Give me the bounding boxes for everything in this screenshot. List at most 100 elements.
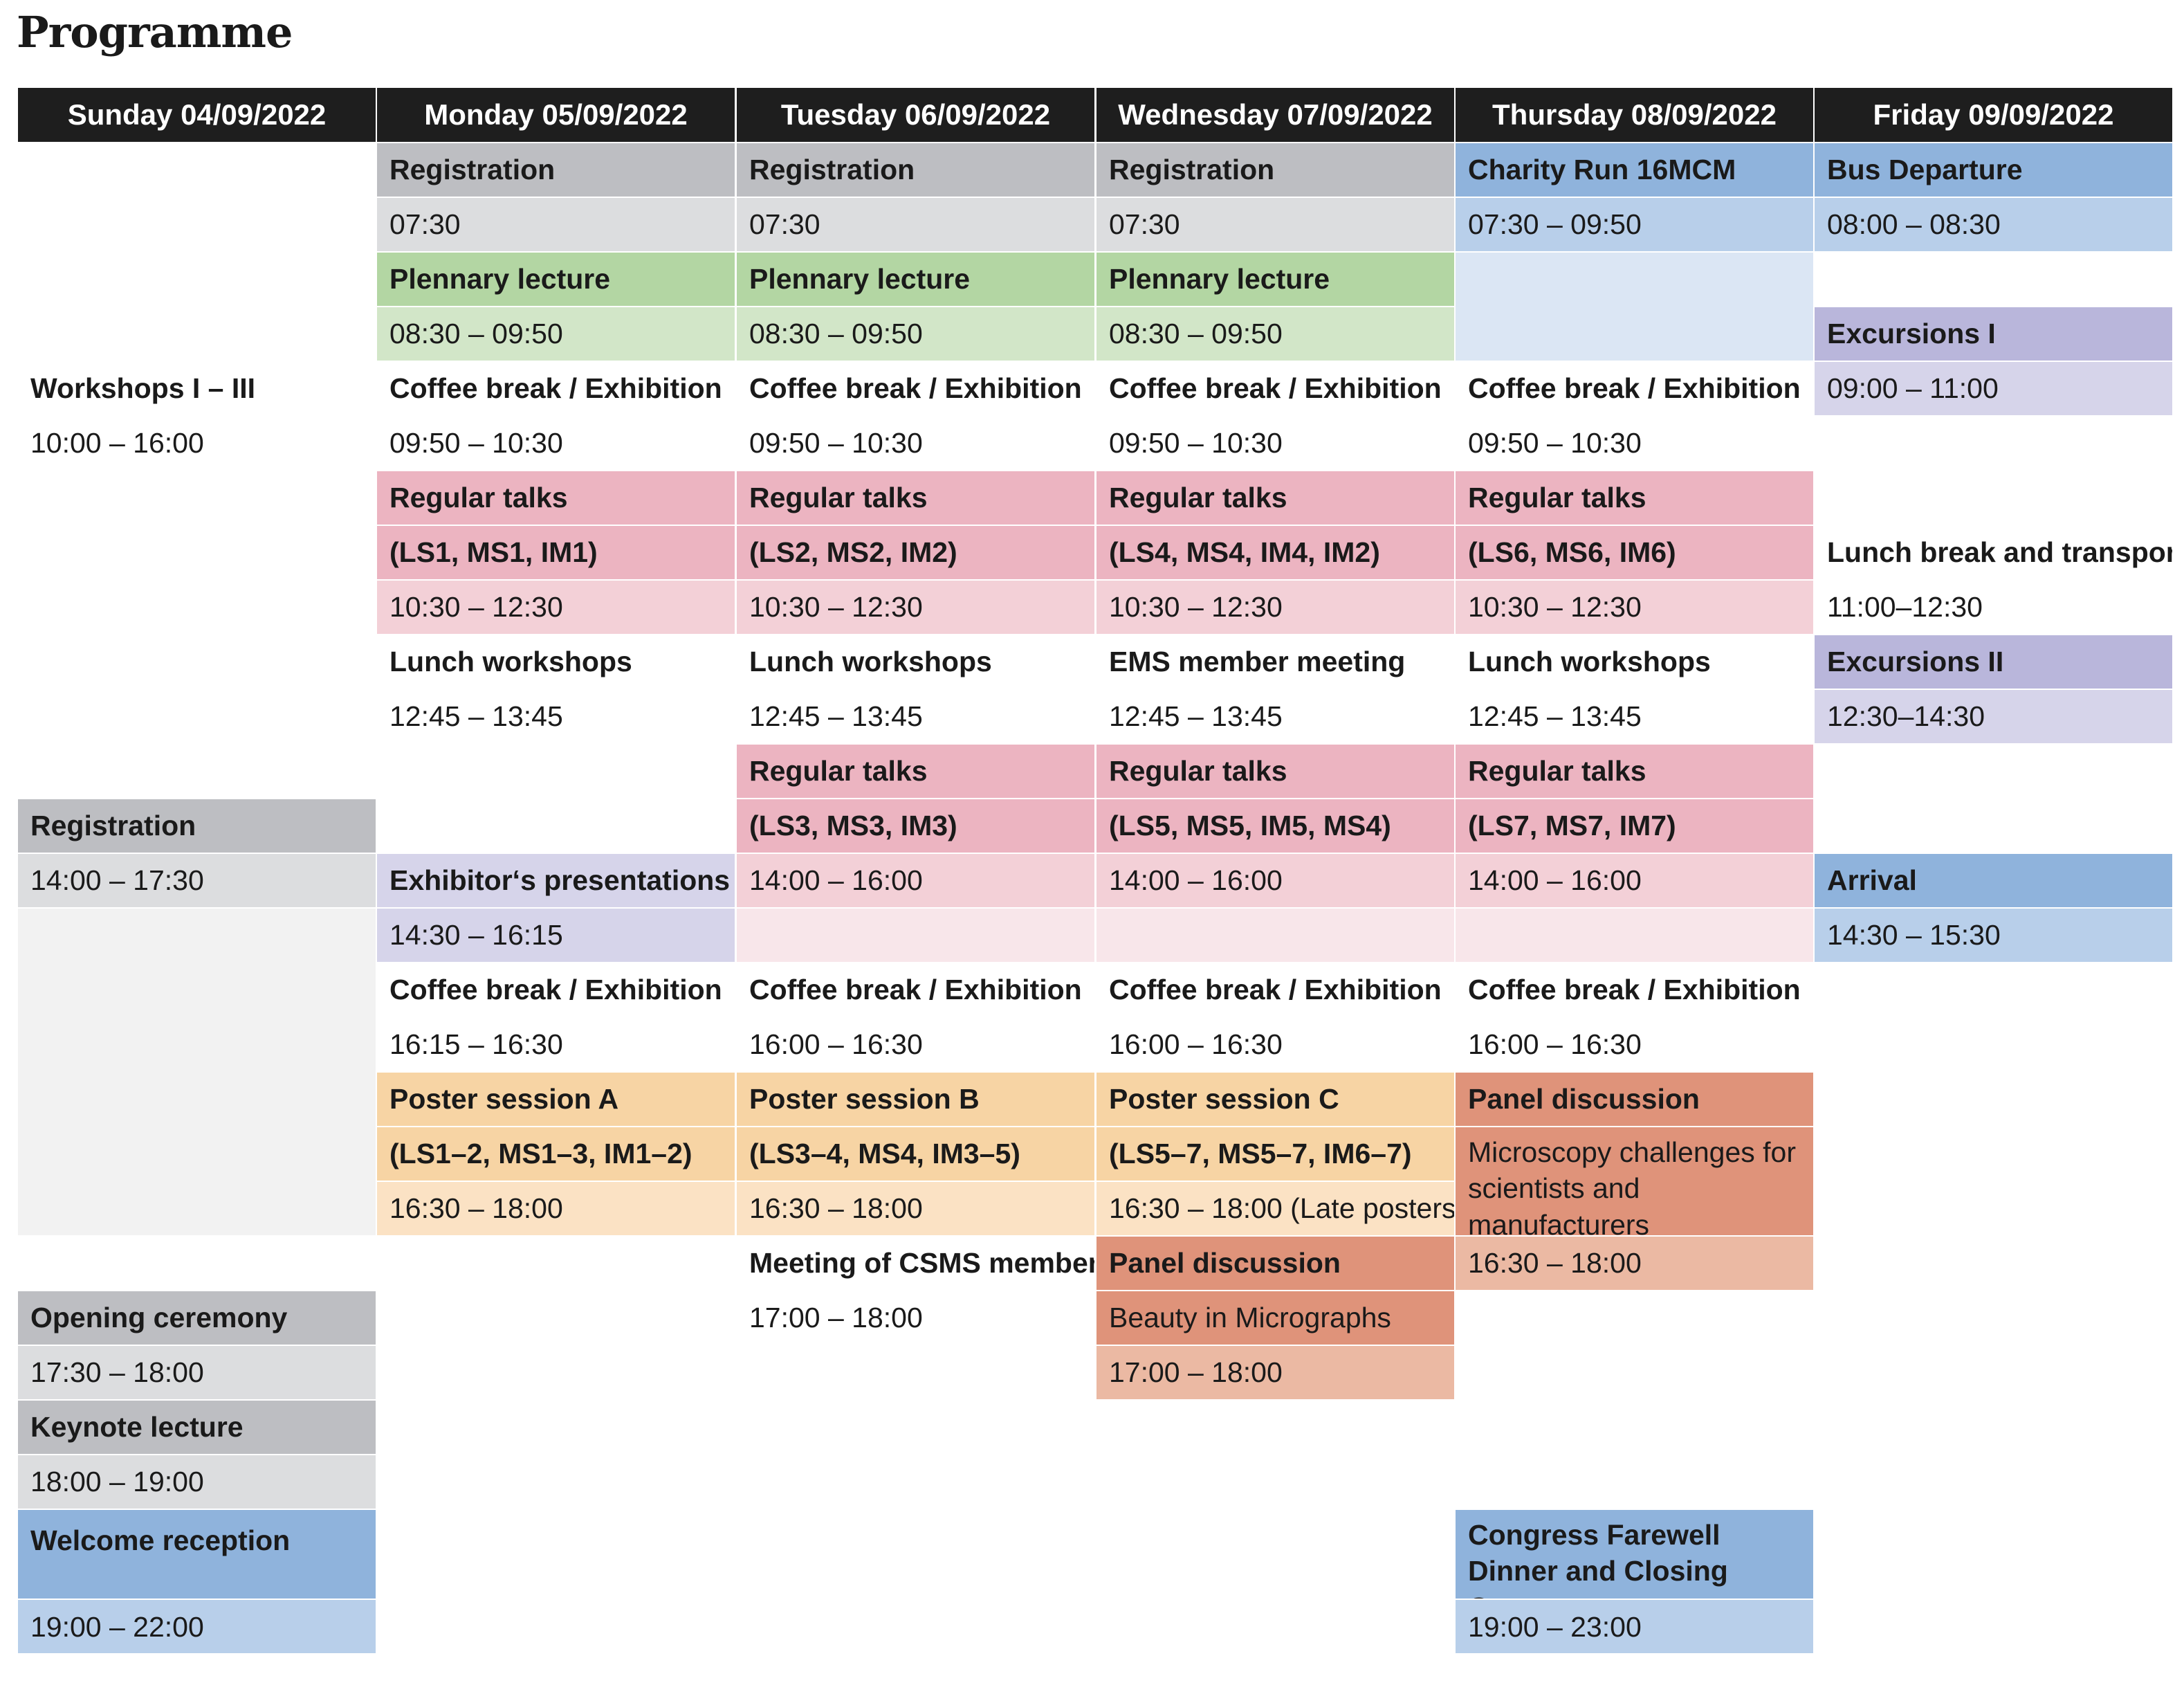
session-cell-coffee-break-exhibition: Coffee break / Exhibition xyxy=(1109,974,1442,1006)
session-cell-16-00-16-30: 16:00 – 16:30 xyxy=(1109,1028,1283,1061)
session-cell-ls7-ms7-im7: (LS7, MS7, IM7) xyxy=(1456,799,1813,853)
session-cell-07-30: 07:30 xyxy=(1096,198,1454,251)
session-cell-12-45-13-45: 12:45 – 13:45 xyxy=(389,700,563,733)
session-cell-plennary-lecture: Plennary lecture xyxy=(377,253,735,306)
session-cell-lunch-workshops: Lunch workshops xyxy=(389,646,632,678)
session-cell-17-00-18-00: 17:00 – 18:00 xyxy=(1096,1346,1454,1399)
session-cell-19-00-23-00: 19:00 – 23:00 xyxy=(1456,1600,1813,1654)
session-cell-coffee-break-exhibition: Coffee break / Exhibition xyxy=(1109,372,1442,405)
day-header-4: Thursday 08/09/2022 xyxy=(1456,88,1813,142)
session-cell-12-45-13-45: 12:45 – 13:45 xyxy=(1468,700,1642,733)
session-cell-lunch-break-and-transport: Lunch break and transport xyxy=(1827,536,2172,569)
session-cell-regular-talks: Regular talks xyxy=(1456,745,1813,798)
session-cell-07-30-09-50: 07:30 – 09:50 xyxy=(1456,198,1813,251)
session-cell-19-00-22-00: 19:00 – 22:00 xyxy=(18,1600,376,1654)
session-cell-08-30-09-50: 08:30 – 09:50 xyxy=(377,307,735,361)
session-cell-ls1-ms1-im1: (LS1, MS1, IM1) xyxy=(377,526,735,579)
session-cell-07-30: 07:30 xyxy=(377,198,735,251)
session-cell-07-30: 07:30 xyxy=(737,198,1094,251)
session-cell-10-30-12-30: 10:30 – 12:30 xyxy=(377,581,735,634)
session-cell-regular-talks: Regular talks xyxy=(1096,471,1454,525)
session-cell-coffee-break-exhibition: Coffee break / Exhibition xyxy=(389,974,722,1006)
session-cell-plennary-lecture: Plennary lecture xyxy=(737,253,1094,306)
session-cell-regular-talks: Regular talks xyxy=(737,471,1094,525)
session-cell-poster-session-a: Poster session A xyxy=(377,1073,735,1126)
session-cell-10-30-12-30: 10:30 – 12:30 xyxy=(1096,581,1454,634)
session-cell-17-00-18-00: 17:00 – 18:00 xyxy=(749,1302,923,1334)
session-cell-16-30-18-00: 16:30 – 18:00 xyxy=(1456,1237,1813,1290)
page-title: Programme xyxy=(17,7,293,57)
session-cell-coffee-break-exhibition: Coffee break / Exhibition xyxy=(1468,974,1801,1006)
session-cell-workshops-i-iii: Workshops I – III xyxy=(30,372,256,405)
session-cell-plennary-lecture: Plennary lecture xyxy=(1096,253,1454,306)
session-cell-ls5-ms5-im5-ms4: (LS5, MS5, IM5, MS4) xyxy=(1096,799,1454,853)
session-cell-ls3-ms3-im3: (LS3, MS3, IM3) xyxy=(737,799,1094,853)
session-cell-empty xyxy=(1456,253,1813,361)
session-cell-16-00-16-30: 16:00 – 16:30 xyxy=(1468,1028,1642,1061)
session-cell-18-00-19-00: 18:00 – 19:00 xyxy=(18,1455,376,1509)
session-cell-12-30-14-30: 12:30–14:30 xyxy=(1815,690,2172,743)
day-header-1: Monday 05/09/2022 xyxy=(377,88,735,142)
session-cell-14-00-16-00: 14:00 – 16:00 xyxy=(1096,854,1454,907)
session-cell-registration: Registration xyxy=(377,143,735,197)
session-cell-12-45-13-45: 12:45 – 13:45 xyxy=(1109,700,1283,733)
session-cell-arrival: Arrival xyxy=(1815,854,2172,907)
session-cell-14-00-17-30: 14:00 – 17:30 xyxy=(18,854,376,907)
session-cell-coffee-break-exhibition: Coffee break / Exhibition xyxy=(1468,372,1801,405)
session-cell-exhibitor-s-presentations: Exhibitor‘s presentations xyxy=(377,854,735,907)
session-cell-empty xyxy=(1096,909,1454,962)
session-cell-16-15-16-30: 16:15 – 16:30 xyxy=(389,1028,563,1061)
session-cell-08-30-09-50: 08:30 – 09:50 xyxy=(1096,307,1454,361)
session-cell-17-30-18-00: 17:30 – 18:00 xyxy=(18,1346,376,1399)
session-cell-coffee-break-exhibition: Coffee break / Exhibition xyxy=(749,974,1082,1006)
session-cell-09-50-10-30: 09:50 – 10:30 xyxy=(749,427,923,459)
day-header-2: Tuesday 06/09/2022 xyxy=(737,88,1094,142)
session-cell-ls5-7-ms5-7-im6-7: (LS5–7, MS5–7, IM6–7) xyxy=(1096,1127,1454,1181)
session-cell-10-30-12-30: 10:30 – 12:30 xyxy=(1456,581,1813,634)
session-cell-14-30-15-30: 14:30 – 15:30 xyxy=(1815,909,2172,962)
session-cell-ls6-ms6-im6: (LS6, MS6, IM6) xyxy=(1456,526,1813,579)
session-cell-bus-departure: Bus Departure xyxy=(1815,143,2172,197)
session-cell-16-30-18-00: 16:30 – 18:00 xyxy=(377,1182,735,1235)
day-header-3: Wednesday 07/09/2022 xyxy=(1096,88,1454,142)
session-cell-poster-session-c: Poster session C xyxy=(1096,1073,1454,1126)
session-cell-regular-talks: Regular talks xyxy=(377,471,735,525)
session-cell-10-30-12-30: 10:30 – 12:30 xyxy=(737,581,1094,634)
session-cell-empty xyxy=(18,909,376,1235)
session-cell-excursions-i: Excursions I xyxy=(1815,307,2172,361)
session-cell-ls4-ms4-im4-im2: (LS4, MS4, IM4, IM2) xyxy=(1096,526,1454,579)
session-cell-beauty-in-micrographs: Beauty in Micrographs xyxy=(1096,1291,1454,1345)
session-cell-09-50-10-30: 09:50 – 10:30 xyxy=(389,427,563,459)
session-cell-09-00-11-00: 09:00 – 11:00 xyxy=(1815,362,2172,415)
session-cell-16-00-16-30: 16:00 – 16:30 xyxy=(749,1028,923,1061)
day-header-5: Friday 09/09/2022 xyxy=(1815,88,2172,142)
session-cell-ls2-ms2-im2: (LS2, MS2, IM2) xyxy=(737,526,1094,579)
session-cell-16-30-18-00: 16:30 – 18:00 xyxy=(737,1182,1094,1235)
session-cell-regular-talks: Regular talks xyxy=(1096,745,1454,798)
session-cell-keynote-lecture: Keynote lecture xyxy=(18,1401,376,1454)
session-cell-opening-ceremony: Opening ceremony xyxy=(18,1291,376,1345)
session-cell-registration: Registration xyxy=(18,799,376,853)
session-cell-poster-session-b: Poster session B xyxy=(737,1073,1094,1126)
day-header-0: Sunday 04/09/2022 xyxy=(18,88,376,142)
session-cell-excursions-ii: Excursions II xyxy=(1815,635,2172,689)
session-cell-panel-discussion: Panel discussion xyxy=(1456,1073,1813,1126)
session-cell-09-50-10-30: 09:50 – 10:30 xyxy=(1468,427,1642,459)
session-cell-lunch-workshops: Lunch workshops xyxy=(1468,646,1711,678)
session-cell-welcome-reception: Welcome reception xyxy=(18,1510,376,1599)
session-cell-charity-run-16mcm: Charity Run 16MCM xyxy=(1456,143,1813,197)
session-cell-microscopy-challenges-for-scientists-and-manufacturers: Microscopy challenges for scientists and… xyxy=(1456,1127,1813,1235)
session-cell-empty xyxy=(737,909,1094,962)
session-cell-12-45-13-45: 12:45 – 13:45 xyxy=(749,700,923,733)
session-cell-08-30-09-50: 08:30 – 09:50 xyxy=(737,307,1094,361)
session-cell-regular-talks: Regular talks xyxy=(737,745,1094,798)
session-cell-ls3-4-ms4-im3-5: (LS3–4, MS4, IM3–5) xyxy=(737,1127,1094,1181)
session-cell-coffee-break-exhibition: Coffee break / Exhibition xyxy=(389,372,722,405)
session-cell-panel-discussion: Panel discussion xyxy=(1096,1237,1454,1290)
session-cell-ls1-2-ms1-3-im1-2: (LS1–2, MS1–3, IM1–2) xyxy=(377,1127,735,1181)
session-cell-lunch-workshops: Lunch workshops xyxy=(749,646,992,678)
session-cell-10-00-16-00: 10:00 – 16:00 xyxy=(30,427,204,459)
session-cell-09-50-10-30: 09:50 – 10:30 xyxy=(1109,427,1283,459)
session-cell-congress-farewell-dinner-and-closing-ceremony: Congress Farewell Dinner and Closing Cer… xyxy=(1456,1510,1813,1599)
session-cell-regular-talks: Regular talks xyxy=(1456,471,1813,525)
